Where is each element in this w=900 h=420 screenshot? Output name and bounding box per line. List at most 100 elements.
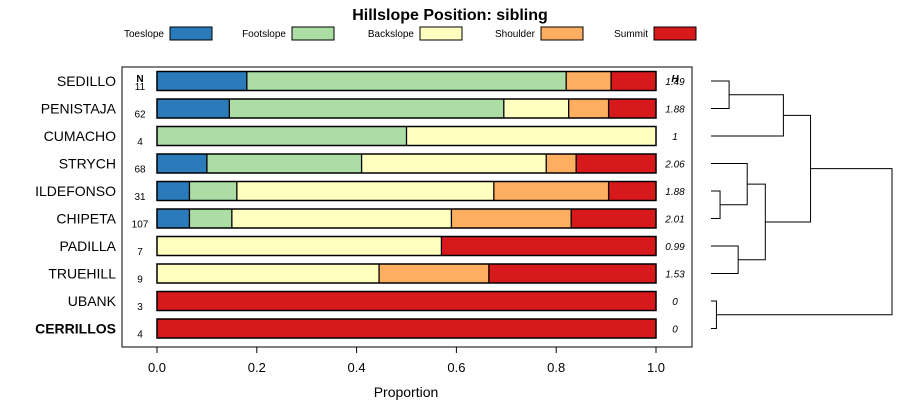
bar-segment-chipeta-backslope bbox=[231, 209, 452, 228]
row-label-ildefonso: ILDEFONSO bbox=[35, 183, 116, 199]
n-value-truehill: 9 bbox=[137, 275, 143, 286]
dendrogram-link-7 bbox=[711, 300, 717, 329]
h-value-ildefonso: 1.88 bbox=[665, 187, 685, 198]
h-value-sedillo: 1.49 bbox=[665, 77, 685, 88]
bar-segment-sedillo-summit bbox=[611, 71, 656, 91]
x-tick-label-5: 1.0 bbox=[647, 360, 665, 375]
n-value-ubank: 3 bbox=[137, 302, 143, 313]
h-value-ubank: 0 bbox=[672, 297, 678, 308]
dendrogram-link-4 bbox=[711, 245, 739, 274]
row-label-strych: STRYCH bbox=[59, 156, 116, 172]
n-value-cerrillos: 4 bbox=[137, 330, 143, 341]
x-axis-title: Proportion bbox=[374, 384, 439, 400]
bar-segment-ubank-summit bbox=[157, 291, 656, 311]
legend-label-summit: Summit bbox=[614, 29, 648, 40]
row-label-sedillo: SEDILLO bbox=[57, 73, 116, 89]
legend-swatch-footslope bbox=[291, 26, 335, 41]
legend-swatch-toeslope bbox=[169, 26, 213, 41]
h-column-header: H bbox=[671, 74, 679, 85]
h-value-padilla: 0.99 bbox=[665, 242, 685, 253]
bar-segment-strych-summit bbox=[576, 154, 656, 173]
bar-segment-penistaja-toeslope bbox=[157, 99, 230, 118]
legend-swatch-summit bbox=[653, 26, 697, 41]
n-value-penistaja: 62 bbox=[134, 110, 146, 121]
bar-outline-penistaja bbox=[156, 98, 657, 119]
dendrogram-link-1 bbox=[711, 94, 784, 137]
bar-segment-strych-shoulder bbox=[546, 154, 577, 173]
bar-segment-ildefonso-summit bbox=[608, 181, 656, 201]
bar-outline-cumacho bbox=[156, 125, 657, 147]
x-tick-label-1: 0.2 bbox=[248, 360, 266, 375]
n-value-padilla: 7 bbox=[137, 247, 143, 258]
plot-area: N H SEDILLO 11 1.49 PENISTAJA 62 1.88 CUMACHO 4 1 S… bbox=[35, 66, 693, 375]
legend-label-shoulder: Shoulder bbox=[495, 29, 536, 40]
h-value-cumacho: 1 bbox=[672, 132, 678, 143]
bar-segment-penistaja-backslope bbox=[503, 99, 569, 118]
bar-segment-truehill-backslope bbox=[157, 264, 380, 283]
bar-segment-penistaja-footslope bbox=[229, 99, 504, 118]
bar-segment-ildefonso-toeslope bbox=[157, 181, 190, 201]
h-value-strych: 2.06 bbox=[664, 160, 685, 171]
bar-segment-chipeta-summit bbox=[571, 209, 656, 228]
bar-segment-sedillo-toeslope bbox=[157, 71, 247, 91]
row-label-padilla: PADILLA bbox=[59, 238, 116, 254]
bar-segment-padilla-backslope bbox=[157, 236, 442, 256]
h-value-chipeta: 2.01 bbox=[664, 215, 684, 226]
bar-segment-strych-footslope bbox=[206, 154, 362, 173]
chart-title: Hillslope Position: sibling bbox=[352, 7, 548, 24]
h-value-cerrillos: 0 bbox=[672, 325, 678, 336]
row-label-cumacho: CUMACHO bbox=[44, 128, 116, 144]
bar-segment-cumacho-backslope bbox=[406, 126, 656, 146]
legend-label-footslope: Footslope bbox=[242, 29, 286, 40]
h-value-penistaja: 1.88 bbox=[665, 105, 685, 116]
dendrogram-link-0 bbox=[711, 80, 730, 109]
bar-segment-sedillo-shoulder bbox=[566, 71, 612, 91]
x-tick-label-3: 0.6 bbox=[447, 360, 465, 375]
legend-swatch-shoulder bbox=[540, 26, 584, 41]
bar-segment-cerrillos-summit bbox=[157, 319, 656, 338]
row-label-penistaja: PENISTAJA bbox=[41, 101, 117, 117]
n-value-ildefonso: 31 bbox=[134, 192, 146, 203]
bar-segment-cumacho-footslope bbox=[157, 126, 407, 146]
row-label-cerrillos: CERRILLOS bbox=[35, 321, 116, 337]
bar-outline-strych bbox=[156, 153, 657, 174]
n-value-sedillo: 11 bbox=[135, 82, 146, 93]
bar-segment-truehill-shoulder bbox=[379, 264, 489, 283]
bar-segment-strych-toeslope bbox=[157, 154, 207, 173]
bar-segment-sedillo-footslope bbox=[246, 71, 567, 91]
row-label-truehill: TRUEHILL bbox=[48, 266, 116, 282]
plot-frame bbox=[121, 66, 693, 348]
row-label-ubank: UBANK bbox=[68, 293, 117, 309]
bar-outline-chipeta bbox=[156, 208, 657, 229]
bar-outline-truehill bbox=[156, 263, 657, 284]
x-tick-label-2: 0.4 bbox=[348, 360, 366, 375]
bar-segment-chipeta-footslope bbox=[189, 209, 232, 228]
bar-segment-chipeta-shoulder bbox=[451, 209, 572, 228]
dendrogram-link-6 bbox=[765, 114, 812, 223]
n-value-strych: 68 bbox=[134, 165, 146, 176]
dendrogram bbox=[711, 80, 893, 329]
bar-segment-ildefonso-footslope bbox=[189, 181, 237, 201]
bar-segment-padilla-summit bbox=[441, 236, 656, 256]
row-label-chipeta: CHIPETA bbox=[56, 211, 116, 227]
bar-segment-truehill-summit bbox=[488, 264, 656, 283]
bar-outline-ildefonso bbox=[156, 180, 657, 202]
bar-outline-sedillo bbox=[156, 70, 657, 92]
n-value-chipeta: 107 bbox=[132, 220, 149, 231]
dendrogram-link-8 bbox=[716, 168, 893, 316]
bar-outline-cerrillos bbox=[156, 318, 657, 339]
n-column-header: N bbox=[136, 74, 143, 85]
bar-segment-ildefonso-shoulder bbox=[493, 181, 609, 201]
dendrogram-link-2 bbox=[711, 190, 721, 219]
bar-segment-chipeta-toeslope bbox=[157, 209, 190, 228]
dendrogram-link-3 bbox=[711, 163, 748, 206]
x-tick-label-4: 0.8 bbox=[547, 360, 565, 375]
legend-swatch-backslope bbox=[419, 26, 463, 41]
bar-segment-strych-backslope bbox=[361, 154, 547, 173]
bar-segment-penistaja-summit bbox=[608, 99, 656, 118]
bar-segment-penistaja-shoulder bbox=[568, 99, 609, 118]
n-value-cumacho: 4 bbox=[137, 137, 143, 148]
legend-label-backslope: Backslope bbox=[368, 29, 415, 40]
bar-outline-ubank bbox=[156, 290, 657, 312]
dendrogram-link-5 bbox=[738, 183, 766, 261]
